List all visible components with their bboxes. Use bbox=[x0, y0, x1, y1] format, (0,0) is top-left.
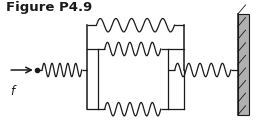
Text: Figure P4.9: Figure P4.9 bbox=[6, 1, 92, 14]
Text: f: f bbox=[10, 85, 14, 97]
Bar bbox=[238, 14, 249, 115]
